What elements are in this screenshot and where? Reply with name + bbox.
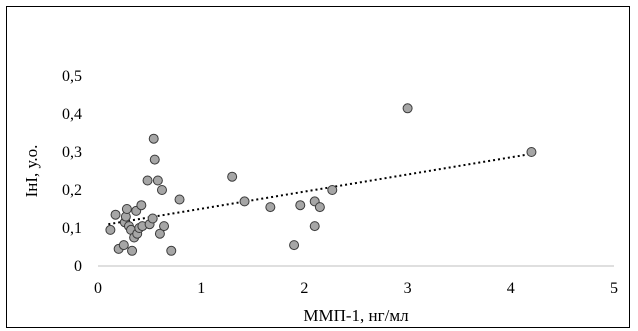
- data-point: [105, 224, 116, 235]
- data-point: [526, 147, 537, 157]
- x-tick-label: 2: [300, 280, 308, 297]
- x-axis-ticks: 0 1 2 3 4 5: [94, 280, 618, 297]
- data-point: [159, 221, 170, 232]
- y-tick-label: 0,5: [62, 68, 82, 85]
- data-point: [121, 204, 132, 214]
- data-point: [295, 200, 306, 211]
- data-point: [148, 133, 159, 144]
- data-points: [105, 103, 537, 256]
- x-tick-label: 0: [94, 280, 102, 297]
- x-tick-label: 4: [507, 280, 515, 297]
- x-tick-label: 5: [610, 280, 618, 297]
- chart-frame: 0 0,1 0,2 0,3 0,4 0,5 0 1 2 3 4 5 ММП-1, нг/мл ІнІ…: [6, 6, 630, 328]
- scatter-chart: 0 0,1 0,2 0,3 0,4 0,5 0 1 2 3 4 5 ММП-1, нг/мл ІнІ…: [22, 68, 618, 325]
- data-point: [152, 175, 163, 186]
- data-point: [289, 240, 300, 251]
- data-point: [118, 240, 129, 251]
- data-point: [402, 103, 413, 114]
- y-tick-label: 0,2: [62, 182, 82, 199]
- data-point: [265, 202, 276, 213]
- y-tick-label: 0,3: [62, 144, 82, 161]
- data-point: [227, 171, 238, 182]
- data-point: [239, 196, 250, 207]
- x-tick-label: 1: [197, 280, 205, 297]
- y-axis-title: ІнІ, у.о.: [22, 145, 41, 198]
- data-point: [149, 154, 160, 165]
- y-tick-label: 0,4: [62, 106, 82, 123]
- y-tick-label: 0,1: [62, 220, 82, 237]
- data-point: [327, 185, 338, 195]
- data-point: [110, 209, 121, 220]
- data-point: [147, 213, 158, 224]
- data-point: [154, 228, 165, 239]
- x-tick-label: 3: [404, 280, 412, 297]
- data-point: [136, 200, 147, 211]
- data-point: [309, 221, 320, 232]
- data-point: [142, 175, 153, 186]
- y-tick-label: 0: [74, 258, 82, 275]
- data-point: [166, 245, 177, 256]
- y-axis-ticks: 0 0,1 0,2 0,3 0,4 0,5: [62, 68, 82, 275]
- data-point: [127, 245, 138, 256]
- x-axis-title: ММП-1, нг/мл: [303, 306, 409, 325]
- data-point: [314, 202, 325, 213]
- data-point: [156, 185, 167, 195]
- linear-trendline: [108, 152, 532, 226]
- data-point: [174, 194, 185, 205]
